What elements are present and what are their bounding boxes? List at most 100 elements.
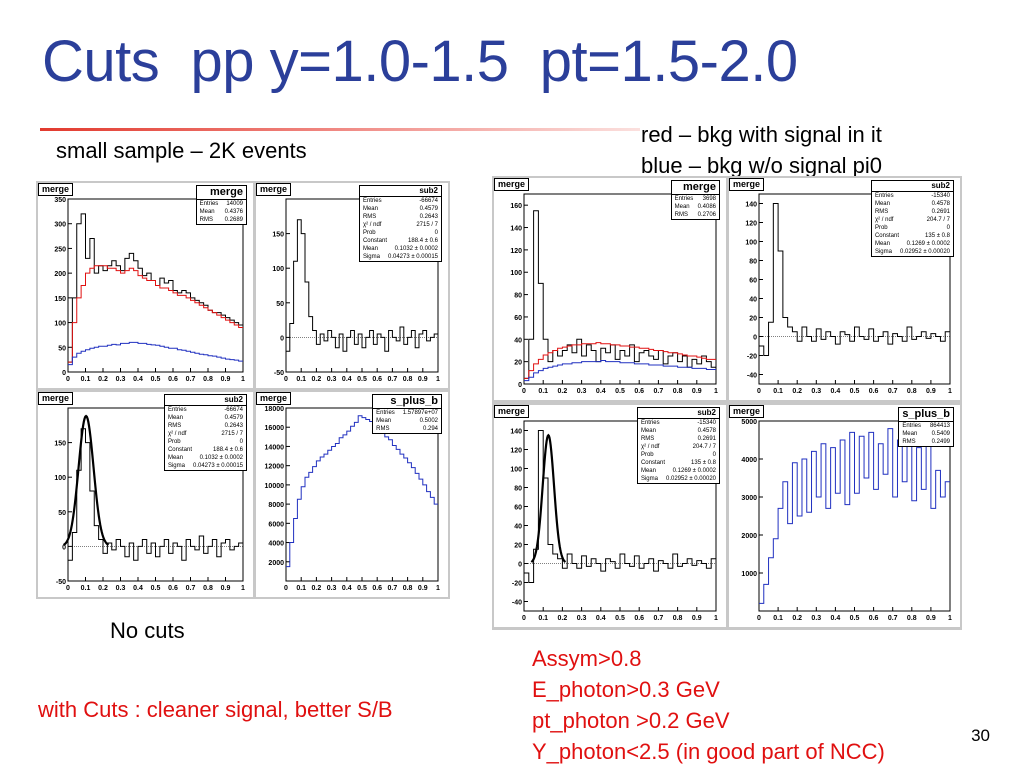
stats-box: sub2 Entries -15340 Mean 0.4578 RMS 0.2691 χ² /… (636, 407, 720, 484)
cut-pt-photon: pt_photon >0.2 GeV (532, 708, 730, 733)
stats-row: Entries 3698 (672, 195, 719, 203)
cut-e-photon: E_photon>0.3 GeV (532, 677, 720, 702)
cut-asym: Assym>0.8 (532, 646, 642, 671)
stats-box-title: merge (196, 186, 246, 200)
stats-row: Prob 0 (872, 224, 953, 232)
x-tick-label: 1 (714, 615, 718, 622)
stats-row: Entries 1.57897e+07 (373, 409, 441, 417)
y-tick-label: 200 (54, 271, 66, 278)
x-tick-label: 0.6 (634, 615, 644, 622)
stats-key: Entries (902, 423, 921, 429)
y-tick-label: 60 (514, 505, 522, 512)
stats-row: Mean 0.1269 ± 0.0002 (638, 467, 719, 475)
histogram-panel: 0 20 40 60 80 100 120 140 160 0 0.1 0.2 0.3 0.4 0.5 0.6… (494, 178, 726, 400)
histogram-series (286, 219, 438, 352)
histogram-series (68, 428, 243, 561)
stats-row: Entries 14009 (197, 200, 246, 208)
stats-key: Entries (674, 196, 694, 202)
histogram-tag: merge (729, 178, 765, 191)
y-tick-label: 250 (54, 246, 66, 253)
x-tick-label: 0.5 (850, 388, 860, 395)
x-tick-label: 0.6 (372, 376, 382, 383)
no-cuts-label: No cuts (110, 618, 185, 643)
histogram-series (524, 360, 716, 382)
stats-value: 14009 (226, 201, 243, 207)
y-tick-label: 140 (510, 226, 522, 233)
stats-key: RMS (167, 423, 182, 429)
stats-value: 0.2691 (697, 436, 716, 442)
y-tick-label: -20 (747, 354, 757, 361)
y-tick-label: 0 (753, 335, 757, 342)
stats-value: -15340 (931, 193, 950, 199)
histogram-tag: merge (256, 392, 292, 405)
stats-key: Entries (376, 410, 395, 416)
x-tick-label: 0.7 (388, 376, 398, 383)
stats-key: Sigma (167, 463, 185, 469)
stats-row: χ² / ndf 2715 / 7 (165, 430, 246, 438)
x-tick-label: 0.3 (811, 388, 821, 395)
x-tick-label: 0.5 (151, 376, 161, 383)
stats-value: 0.4376 (224, 209, 243, 215)
stats-box: s_plus_b Entries 864413 Mean 0.5409 RMS 0.2499 (898, 407, 954, 447)
histogram-plot: -40 -20 0 20 40 60 80 100 120 140 0 0.1 0.2 0.3 0.4 0.5… (745, 193, 952, 395)
x-tick-label: 0.4 (596, 615, 606, 622)
x-tick-label: 0 (66, 376, 70, 383)
stats-row: RMS 0.2643 (360, 213, 441, 221)
y-tick-label: 100 (272, 266, 284, 273)
x-tick-label: 1 (436, 376, 440, 383)
x-tick-label: 1 (948, 388, 952, 395)
stats-box-title: s_plus_b (899, 408, 953, 422)
histogram-plot: 2000 4000 6000 8000 10000 12000 14000 16000 1800… (265, 406, 441, 592)
stats-key: Mean (376, 418, 392, 424)
stats-value: 0.5409 (931, 431, 950, 437)
x-tick-label: 0.3 (116, 376, 126, 383)
x-tick-label: 1 (241, 585, 245, 592)
stats-key: Constant (640, 460, 665, 466)
stats-value: 0 (239, 439, 243, 445)
stats-value: 0.2643 (419, 214, 438, 220)
stats-value: -66674 (224, 407, 243, 413)
stats-value: 188.4 ± 0.6 (408, 238, 438, 244)
stats-box-title: s_plus_b (373, 395, 441, 409)
stats-key: RMS (874, 209, 889, 215)
stats-value: 0.2643 (224, 423, 243, 429)
stats-key: Mean (199, 209, 215, 215)
y-tick-label: 100 (54, 321, 66, 328)
histogram-series (524, 210, 716, 379)
stats-key: Sigma (640, 476, 658, 482)
sample-note: small sample – 2K events (56, 138, 307, 163)
stats-value: 0.2689 (224, 217, 243, 223)
stats-row: Sigma 0.02952 ± 0.00020 (638, 475, 719, 483)
stats-row: Entries -15340 (638, 419, 719, 427)
stats-value: 0.2499 (931, 439, 950, 445)
stats-value: 0.4086 (697, 204, 716, 210)
x-tick-label: 0.6 (634, 388, 644, 395)
x-tick-label: 0.8 (403, 376, 413, 383)
stats-key: Prob (874, 225, 888, 231)
x-tick-label: 0.4 (342, 376, 352, 383)
histogram-panel: -50 0 50 100 150 0 0.1 0.2 0.3 0.4 0.5 0.6 0.7 0.8 0.9… (38, 392, 253, 597)
stats-row: Mean 0.5002 (373, 417, 441, 425)
y-tick-label: 100 (510, 270, 522, 277)
histogram-series (68, 265, 243, 363)
stats-value: 2715 / 7 (416, 222, 438, 228)
stats-key: Entries (167, 407, 187, 413)
x-tick-label: 0.4 (133, 376, 143, 383)
stats-row: Constant 135 ± 0.8 (638, 459, 719, 467)
x-tick-label: 0.4 (831, 615, 841, 622)
stats-key: Mean (874, 201, 890, 207)
stats-key: Entries (640, 420, 660, 426)
histogram-tag: merge (38, 392, 74, 405)
y-tick-label: 2000 (268, 560, 284, 567)
stats-value: 0.1269 ± 0.0002 (906, 241, 950, 247)
x-tick-label: 0.2 (792, 615, 802, 622)
stats-key: RMS (674, 212, 688, 218)
stats-value: 135 ± 0.8 (691, 460, 716, 466)
y-tick-label: -20 (512, 581, 522, 588)
y-tick-label: 40 (514, 337, 522, 344)
stats-row: Mean 0.1032 ± 0.0002 (360, 245, 441, 253)
histogram-tag: merge (38, 183, 74, 196)
stats-value: 864413 (929, 423, 950, 429)
stats-key: Mean (640, 468, 656, 474)
x-tick-label: 0.3 (577, 388, 587, 395)
